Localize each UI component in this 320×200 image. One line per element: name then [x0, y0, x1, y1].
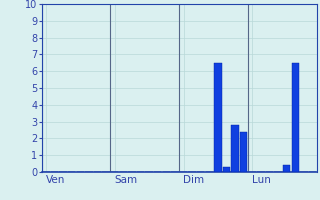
Bar: [214, 63, 221, 172]
Bar: [292, 63, 299, 172]
Bar: [231, 125, 239, 172]
Bar: [240, 132, 247, 172]
Bar: [283, 165, 290, 172]
Bar: [223, 167, 230, 172]
